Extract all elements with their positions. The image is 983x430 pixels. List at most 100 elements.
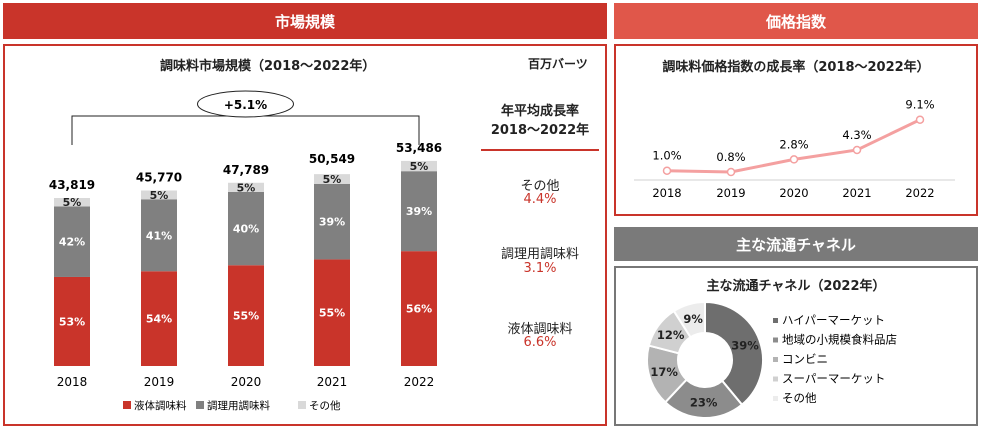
price-data-label: 2.8% — [779, 137, 808, 151]
cagr-divider — [481, 149, 599, 151]
bar-segment — [228, 182, 264, 192]
cagr-commercial-label: 調理用調味料 — [500, 247, 579, 262]
bar-segment-label: 54% — [146, 313, 172, 326]
legend-label: その他 — [309, 399, 341, 412]
price-data-label: 4.3% — [842, 128, 871, 142]
bar-segment — [141, 271, 177, 366]
donut-slice-label: 23% — [690, 395, 718, 409]
bar-segment — [401, 171, 437, 252]
bar-segment-label: 55% — [319, 307, 345, 320]
bar-segment-label: 5% — [323, 173, 342, 186]
bar-segment-label: 5% — [63, 196, 82, 209]
x-tick-label: 2022 — [404, 375, 435, 389]
donut-slice-label: 9% — [683, 312, 703, 326]
bar-segment — [228, 191, 264, 266]
donut-slice-label: 39% — [731, 339, 759, 353]
legend-label: 地域の小規模食料品店 — [782, 333, 897, 347]
price-point — [915, 115, 925, 124]
price-point — [726, 167, 736, 177]
bar-segment-label: 40% — [233, 223, 259, 236]
bar-segment-label: 39% — [319, 216, 345, 229]
bar-segment-label: 53% — [59, 315, 85, 328]
bar-segment — [314, 259, 350, 366]
legend-swatch — [773, 376, 778, 382]
legend-swatch — [298, 401, 306, 409]
bar-segment-label: 39% — [406, 205, 432, 218]
legend-label: 調理用調味料 — [207, 399, 270, 412]
legend-label: 液体調味料 — [134, 399, 187, 412]
channel-panel — [614, 266, 978, 426]
bar-segment — [141, 190, 177, 200]
donut-slice — [704, 300, 764, 407]
donut-slice-label: 17% — [650, 365, 678, 379]
bar-segment-label: 56% — [406, 303, 432, 316]
bar-total-label: 47,789 — [223, 163, 269, 177]
bar-segment-label: 41% — [146, 229, 172, 242]
legend-swatch — [773, 337, 778, 343]
bar-segment — [314, 174, 350, 184]
cagr-other-label: その他 — [520, 179, 560, 194]
price-x-tick-label: 2019 — [716, 186, 745, 200]
bar-segment — [141, 199, 177, 272]
price-chart-title: 調味料価格指数の成長率（2018～2022年） — [662, 60, 930, 75]
cagr-liquid-label: 液体調味料 — [507, 322, 573, 337]
bar-total-label: 53,486 — [396, 141, 442, 155]
legend-swatch — [773, 396, 778, 401]
bar-total-label: 43,819 — [49, 178, 95, 192]
market-size-header: 市場規模 — [3, 3, 607, 39]
bar-segment — [54, 198, 90, 207]
price-x-tick-label: 2022 — [905, 186, 934, 200]
legend-label: コンビニ — [782, 352, 828, 366]
cagr-other-value: 4.4% — [523, 192, 557, 207]
legend-swatch — [773, 357, 778, 362]
price-index-panel — [614, 44, 978, 216]
legend-swatch — [773, 318, 778, 323]
cagr-heading: 年平均成長率 2018～2022年 — [490, 104, 590, 138]
growth-bubble — [197, 90, 294, 118]
bar-segment — [314, 183, 350, 260]
price-index-header: 価格指数 — [614, 3, 978, 39]
price-x-tick-label: 2018 — [652, 186, 681, 200]
bar-segment — [401, 251, 437, 366]
legend-swatch — [196, 401, 204, 409]
bar-segment-label: 5% — [237, 181, 256, 194]
price-data-label: 0.8% — [716, 150, 745, 164]
bar-segment — [228, 265, 264, 366]
bar-total-label: 45,770 — [136, 171, 182, 185]
price-x-tick-label: 2020 — [779, 186, 808, 200]
donut-slice-label: 12% — [657, 328, 685, 342]
legend-label: スーパーマーケット — [782, 372, 885, 386]
bar-segment-label: 5% — [150, 189, 169, 202]
x-tick-label: 2020 — [231, 375, 262, 389]
bar-segment-label: 5% — [410, 160, 429, 173]
legend-label: ハイパーマーケット — [782, 313, 885, 327]
market-chart-title: 調味料市場規模（2018～2022年） — [160, 59, 376, 74]
bar-segment — [54, 206, 90, 277]
bar-segment-label: 42% — [59, 236, 85, 249]
legend-label: その他 — [782, 391, 817, 405]
growth-bubble-label: +5.1% — [224, 98, 267, 112]
price-x-tick-label: 2021 — [842, 186, 871, 200]
legend-swatch — [123, 401, 131, 409]
channel-header: 主な流通チャネル — [614, 227, 978, 261]
x-tick-label: 2019 — [144, 375, 175, 389]
price-point — [852, 145, 862, 155]
bar-segment — [54, 276, 90, 366]
price-data-label: 1.0% — [652, 149, 681, 163]
bar-total-label: 50,549 — [309, 152, 355, 166]
x-tick-label: 2018 — [57, 375, 88, 389]
price-data-label: 9.1% — [905, 98, 934, 112]
price-point — [662, 166, 672, 175]
unit-label: 百万バーツ — [528, 57, 588, 71]
donut-slice — [672, 300, 706, 339]
bar-segment-label: 55% — [233, 310, 259, 323]
cagr-commercial-value: 3.1% — [523, 261, 557, 276]
cagr-liquid-value: 6.6% — [523, 335, 557, 350]
x-tick-label: 2021 — [317, 375, 348, 389]
price-point — [789, 155, 799, 164]
channel-chart-title: 主な流通チャネル（2022年） — [706, 279, 886, 294]
market-size-panel — [3, 44, 607, 426]
